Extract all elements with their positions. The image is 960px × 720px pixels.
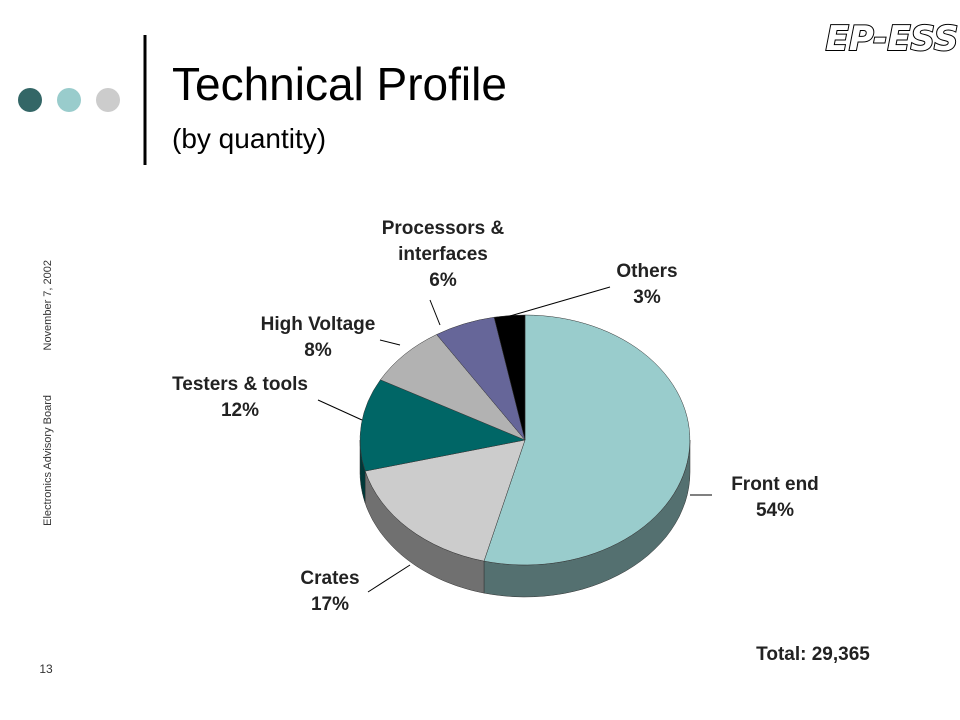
subtitle: (by quantity) [172,123,326,154]
page-number: 13 [39,662,53,676]
value-label: 8% [304,340,332,361]
dot [18,88,42,112]
side-org: Electronics Advisory Board [42,395,54,526]
dot [57,88,81,112]
category-label: Others [616,261,678,282]
title: Technical Profile [172,58,507,110]
category-label: Crates [300,568,360,589]
category-label: Testers & tools [172,374,308,395]
category-label: High Voltage [260,314,376,335]
slice-label: Crates 17% [270,566,390,618]
value-label: 17% [310,594,350,615]
slice-label: Testers & tools 12% [145,372,335,424]
total: Total: 29,365 [756,644,870,665]
slice-label: Others 3% [597,259,697,311]
side-date: November 7, 2002 [42,260,54,351]
leader-line [379,339,401,346]
logo: EP-ESS [826,19,959,59]
dot [96,88,120,112]
slice-label: Front end 54% [695,472,855,524]
category-label: Processors & interfaces [381,218,505,265]
leader-line [509,286,611,317]
value-label: 12% [220,400,260,421]
slice [364,439,526,562]
slice [359,379,526,472]
leader-line [317,399,363,421]
slice-label: Processors & interfaces 6% [363,216,523,294]
slice [483,314,691,566]
slice-label: High Voltage 8% [238,312,398,364]
leader-line [429,299,441,326]
slice [493,314,526,441]
value-label: 54% [755,500,795,521]
pie [317,286,712,598]
leader-line [367,564,411,593]
value-label: 6% [429,270,457,291]
value-label: 3% [633,287,661,308]
category-label: Front end [731,474,819,495]
